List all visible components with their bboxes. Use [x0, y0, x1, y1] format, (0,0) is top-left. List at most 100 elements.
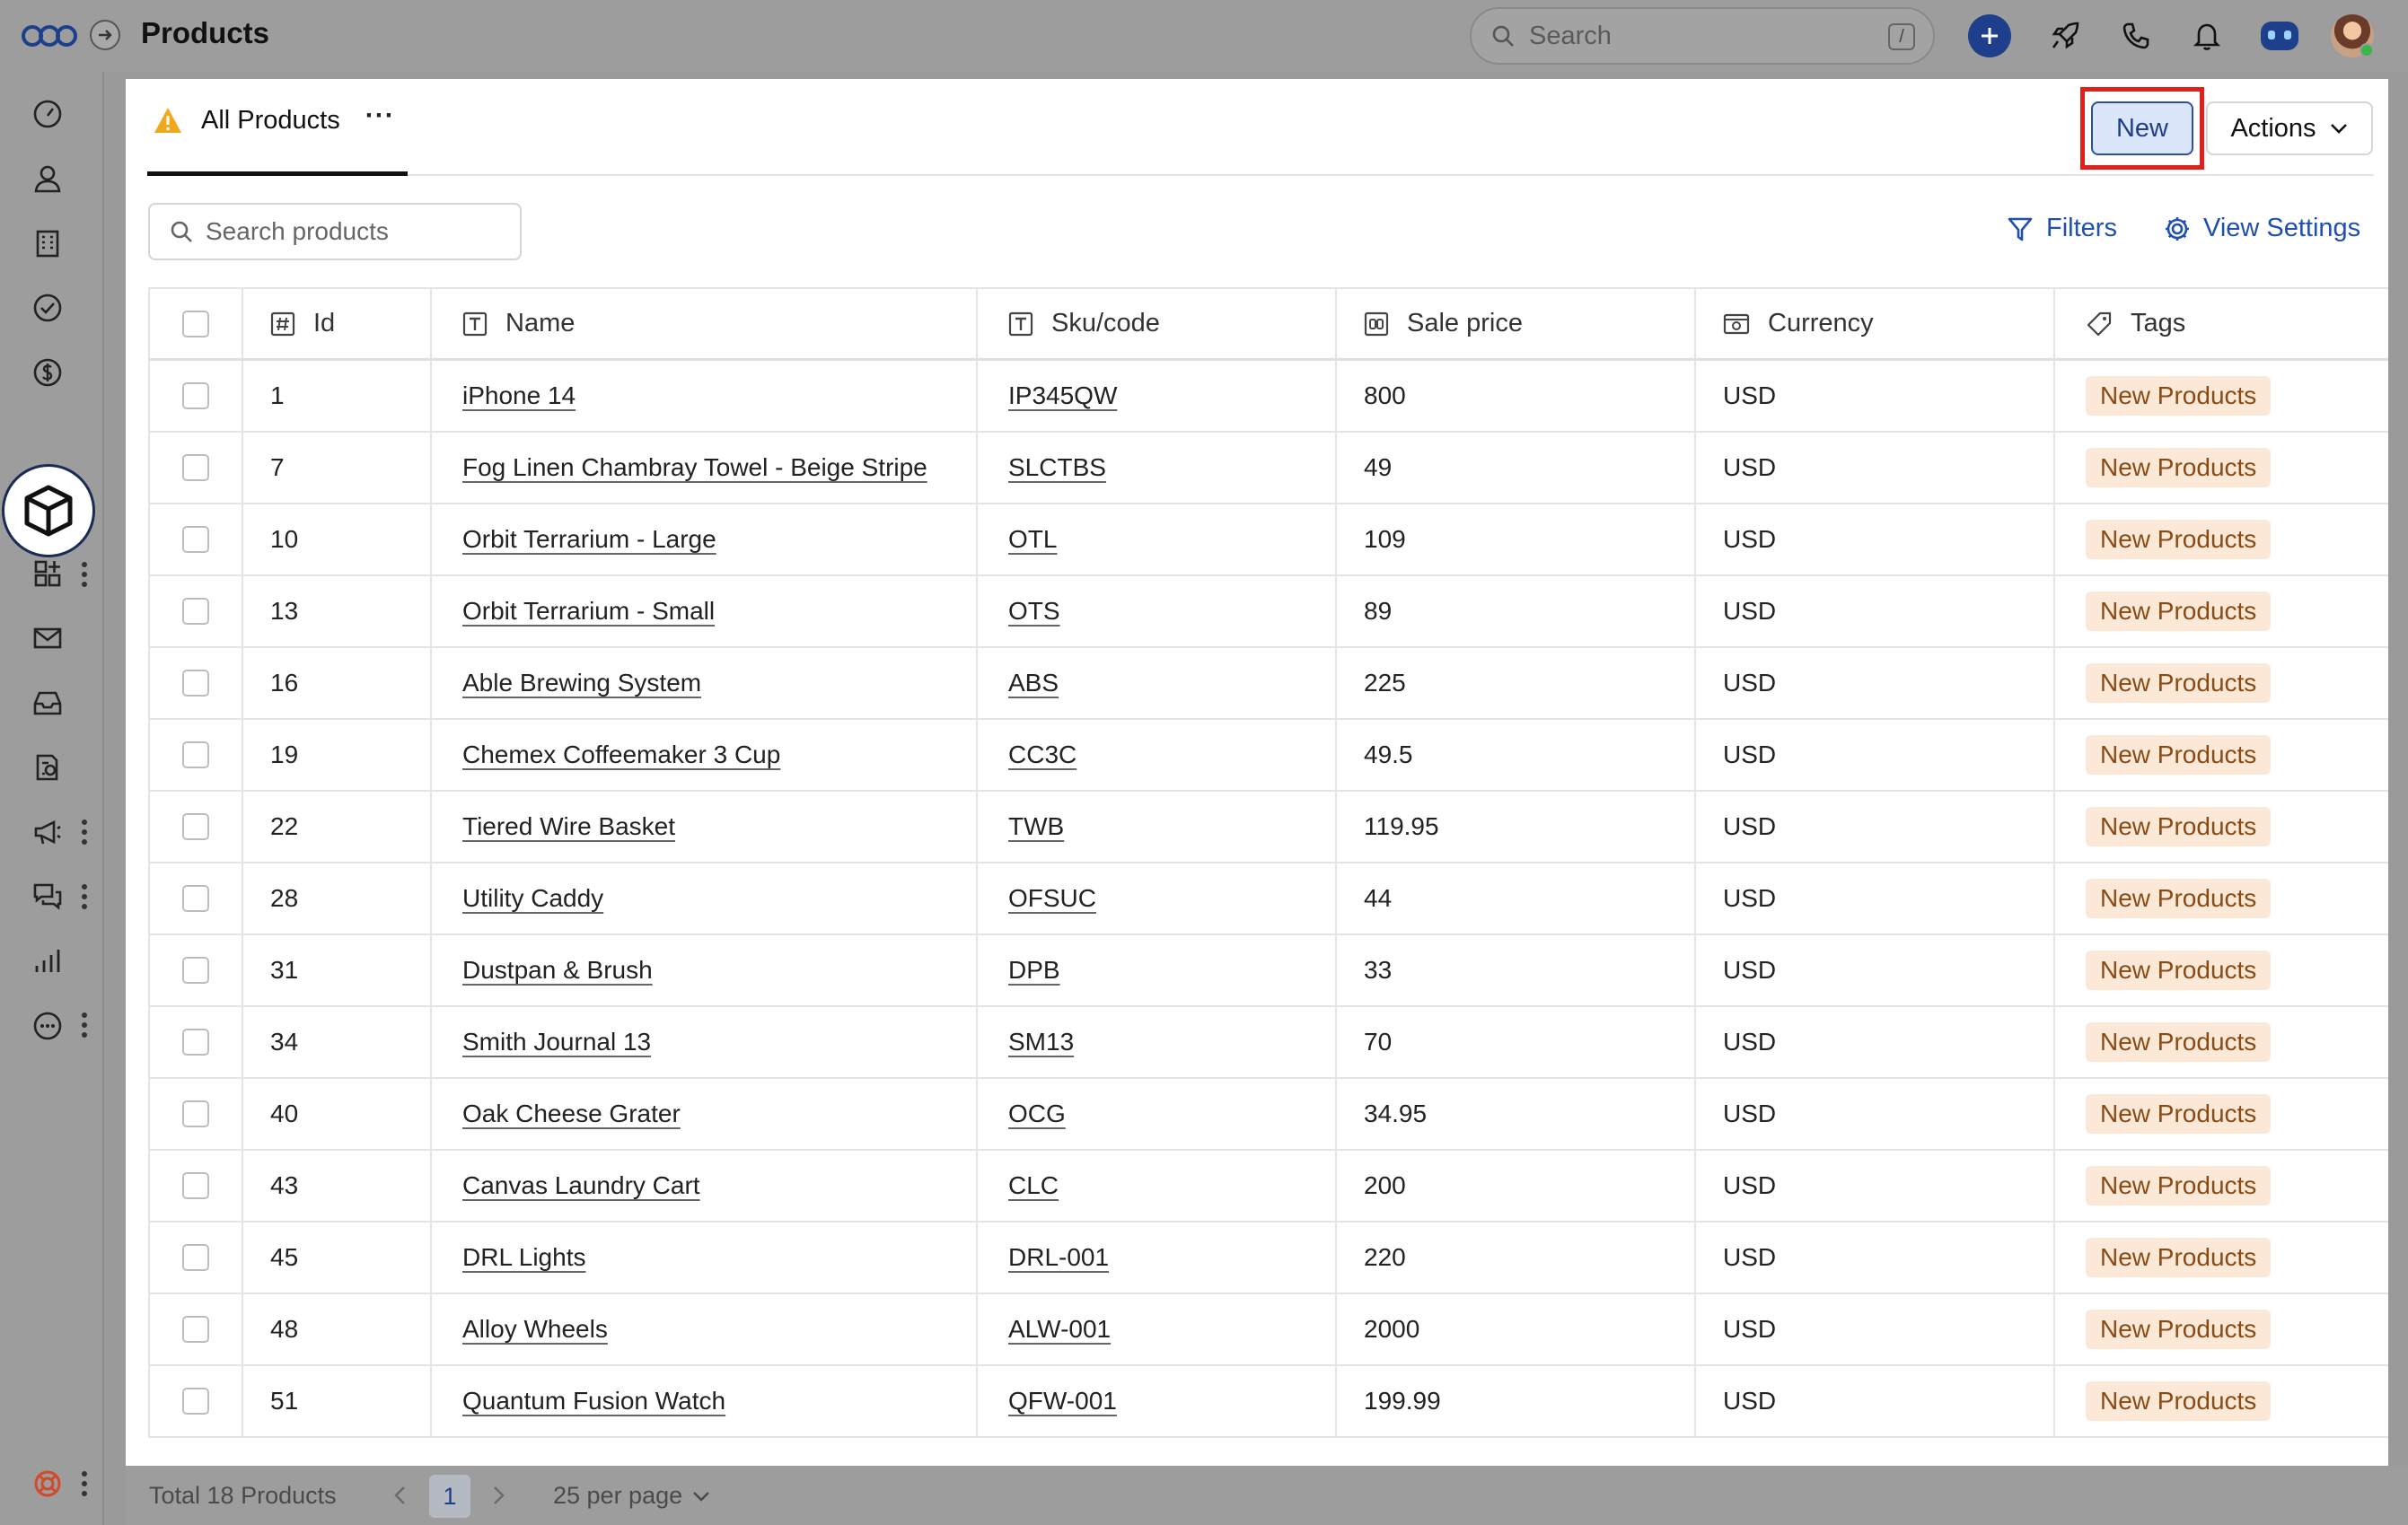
row-checkbox[interactable] — [182, 885, 209, 912]
sku-link[interactable]: DRL-001 — [1008, 1243, 1110, 1271]
tab-more-button[interactable]: ··· — [365, 101, 395, 130]
sku-link[interactable]: SLCTBS — [1008, 453, 1106, 481]
product-name-link[interactable]: Chemex Coffeemaker 3 Cup — [462, 741, 781, 768]
sku-link[interactable]: ALW-001 — [1008, 1315, 1112, 1343]
sidebar-item-deals[interactable] — [29, 354, 66, 391]
row-checkbox[interactable] — [182, 526, 209, 553]
product-name-link[interactable]: Orbit Terrarium - Large — [462, 525, 716, 553]
row-checkbox[interactable] — [182, 598, 209, 625]
tag-badge[interactable]: New Products — [2086, 1310, 2272, 1349]
sidebar-item-inbox[interactable] — [29, 684, 66, 722]
sidebar-item-mail[interactable] — [29, 619, 66, 657]
search-products-input[interactable]: Search products — [148, 203, 522, 260]
logo-icon[interactable] — [20, 18, 79, 54]
sku-link[interactable]: TWB — [1008, 812, 1065, 840]
tag-badge[interactable]: New Products — [2086, 1022, 2272, 1062]
tag-badge[interactable]: New Products — [2086, 735, 2272, 775]
column-header-name[interactable]: Name — [430, 289, 976, 358]
sidebar-item-dashboard[interactable] — [29, 95, 66, 133]
apps-more-icon[interactable] — [81, 561, 88, 588]
sidebar-item-tasks[interactable] — [29, 289, 66, 327]
row-checkbox[interactable] — [182, 1244, 209, 1271]
tag-badge[interactable]: New Products — [2086, 1381, 2272, 1421]
column-header-tags[interactable]: Tags — [2053, 289, 2388, 358]
tag-badge[interactable]: New Products — [2086, 520, 2272, 559]
sku-link[interactable]: QFW-001 — [1008, 1387, 1117, 1415]
table-row[interactable]: 1 iPhone 14 IP345QW 800 USD New Products — [148, 361, 2388, 433]
sidebar-item-contacts[interactable] — [29, 160, 66, 197]
table-row[interactable]: 22 Tiered Wire Basket TWB 119.95 USD New Prod… — [148, 792, 2388, 863]
table-row[interactable]: 16 Able Brewing System ABS 225 USD New Produc… — [148, 648, 2388, 720]
sidebar-item-help[interactable] — [29, 1465, 66, 1503]
table-row[interactable]: 34 Smith Journal 13 SM13 70 USD New Products — [148, 1007, 2388, 1079]
tag-badge[interactable]: New Products — [2086, 592, 2272, 631]
tag-badge[interactable]: New Products — [2086, 1094, 2272, 1134]
rocket-button[interactable] — [2042, 13, 2088, 59]
phone-button[interactable] — [2113, 13, 2159, 59]
select-all-checkbox[interactable] — [182, 310, 209, 337]
tag-badge[interactable]: New Products — [2086, 879, 2272, 918]
product-name-link[interactable]: Alloy Wheels — [462, 1315, 608, 1343]
sidebar-item-documents[interactable] — [29, 749, 66, 786]
product-name-link[interactable]: Fog Linen Chambray Towel - Beige Stripe — [462, 453, 927, 481]
sku-link[interactable]: OTS — [1008, 597, 1060, 625]
table-row[interactable]: 13 Orbit Terrarium - Small OTS 89 USD New Pro… — [148, 576, 2388, 648]
sidebar-item-chat[interactable] — [29, 878, 66, 916]
column-header-currency[interactable]: Currency — [1694, 289, 2053, 358]
sku-link[interactable]: OFSUC — [1008, 884, 1096, 912]
row-checkbox[interactable] — [182, 1388, 209, 1415]
row-checkbox[interactable] — [182, 1316, 209, 1343]
product-name-link[interactable]: Able Brewing System — [462, 669, 702, 697]
sku-link[interactable]: SM13 — [1008, 1028, 1075, 1056]
tag-badge[interactable]: New Products — [2086, 951, 2272, 990]
product-name-link[interactable]: Utility Caddy — [462, 884, 604, 912]
product-name-link[interactable]: iPhone 14 — [462, 381, 576, 409]
tab-all-products[interactable]: All Products ··· — [147, 101, 408, 176]
table-row[interactable]: 10 Orbit Terrarium - Large OTL 109 USD New Pr… — [148, 504, 2388, 576]
sidebar-item-apps[interactable] — [29, 555, 66, 592]
tag-badge[interactable]: New Products — [2086, 1238, 2272, 1277]
current-page[interactable]: 1 — [429, 1475, 470, 1518]
table-row[interactable]: 45 DRL Lights DRL-001 220 USD New Products — [148, 1223, 2388, 1294]
view-settings-button[interactable]: View Settings — [2164, 214, 2360, 243]
global-search-input[interactable]: Search / — [1470, 7, 1935, 65]
tag-badge[interactable]: New Products — [2086, 807, 2272, 846]
row-checkbox[interactable] — [182, 741, 209, 768]
product-name-link[interactable]: Quantum Fusion Watch — [462, 1387, 726, 1415]
product-name-link[interactable]: Canvas Laundry Cart — [462, 1171, 700, 1199]
column-header-sku[interactable]: Sku/code — [976, 289, 1335, 358]
sku-link[interactable]: IP345QW — [1008, 381, 1118, 409]
create-button[interactable] — [1968, 14, 2011, 57]
campaigns-more-icon[interactable] — [81, 819, 88, 846]
expand-sidebar-button[interactable] — [90, 20, 120, 50]
sku-link[interactable]: DPB — [1008, 956, 1060, 984]
sku-link[interactable]: ABS — [1008, 669, 1059, 697]
table-row[interactable]: 19 Chemex Coffeemaker 3 Cup CC3C 49.5 USD New… — [148, 720, 2388, 792]
sku-link[interactable]: CLC — [1008, 1171, 1059, 1199]
sku-link[interactable]: OCG — [1008, 1100, 1066, 1127]
row-checkbox[interactable] — [182, 957, 209, 984]
sidebar-item-companies[interactable] — [29, 224, 66, 262]
sku-link[interactable]: OTL — [1008, 525, 1058, 553]
product-name-link[interactable]: Orbit Terrarium - Small — [462, 597, 716, 625]
more-options-icon[interactable] — [81, 1012, 88, 1039]
table-row[interactable]: 40 Oak Cheese Grater OCG 34.95 USD New Produc… — [148, 1079, 2388, 1151]
column-header-sale-price[interactable]: Sale price — [1335, 289, 1694, 358]
chat-more-icon[interactable] — [81, 883, 88, 910]
table-row[interactable]: 7 Fog Linen Chambray Towel - Beige Stripe… — [148, 433, 2388, 504]
row-checkbox[interactable] — [182, 382, 209, 409]
row-checkbox[interactable] — [182, 454, 209, 481]
row-checkbox[interactable] — [182, 1100, 209, 1127]
table-row[interactable]: 51 Quantum Fusion Watch QFW-001 199.99 USD Ne… — [148, 1366, 2388, 1438]
sidebar-item-reports[interactable] — [29, 942, 66, 980]
assistant-button[interactable] — [2256, 13, 2303, 59]
product-name-link[interactable]: Oak Cheese Grater — [462, 1100, 681, 1127]
table-row[interactable]: 43 Canvas Laundry Cart CLC 200 USD New Produc… — [148, 1151, 2388, 1223]
row-checkbox[interactable] — [182, 670, 209, 697]
row-checkbox[interactable] — [182, 813, 209, 840]
tag-badge[interactable]: New Products — [2086, 376, 2272, 416]
sidebar-item-campaigns[interactable] — [29, 813, 66, 851]
new-button[interactable]: New — [2091, 101, 2193, 155]
notifications-button[interactable] — [2184, 13, 2230, 59]
chevron-right-icon[interactable] — [488, 1484, 508, 1507]
